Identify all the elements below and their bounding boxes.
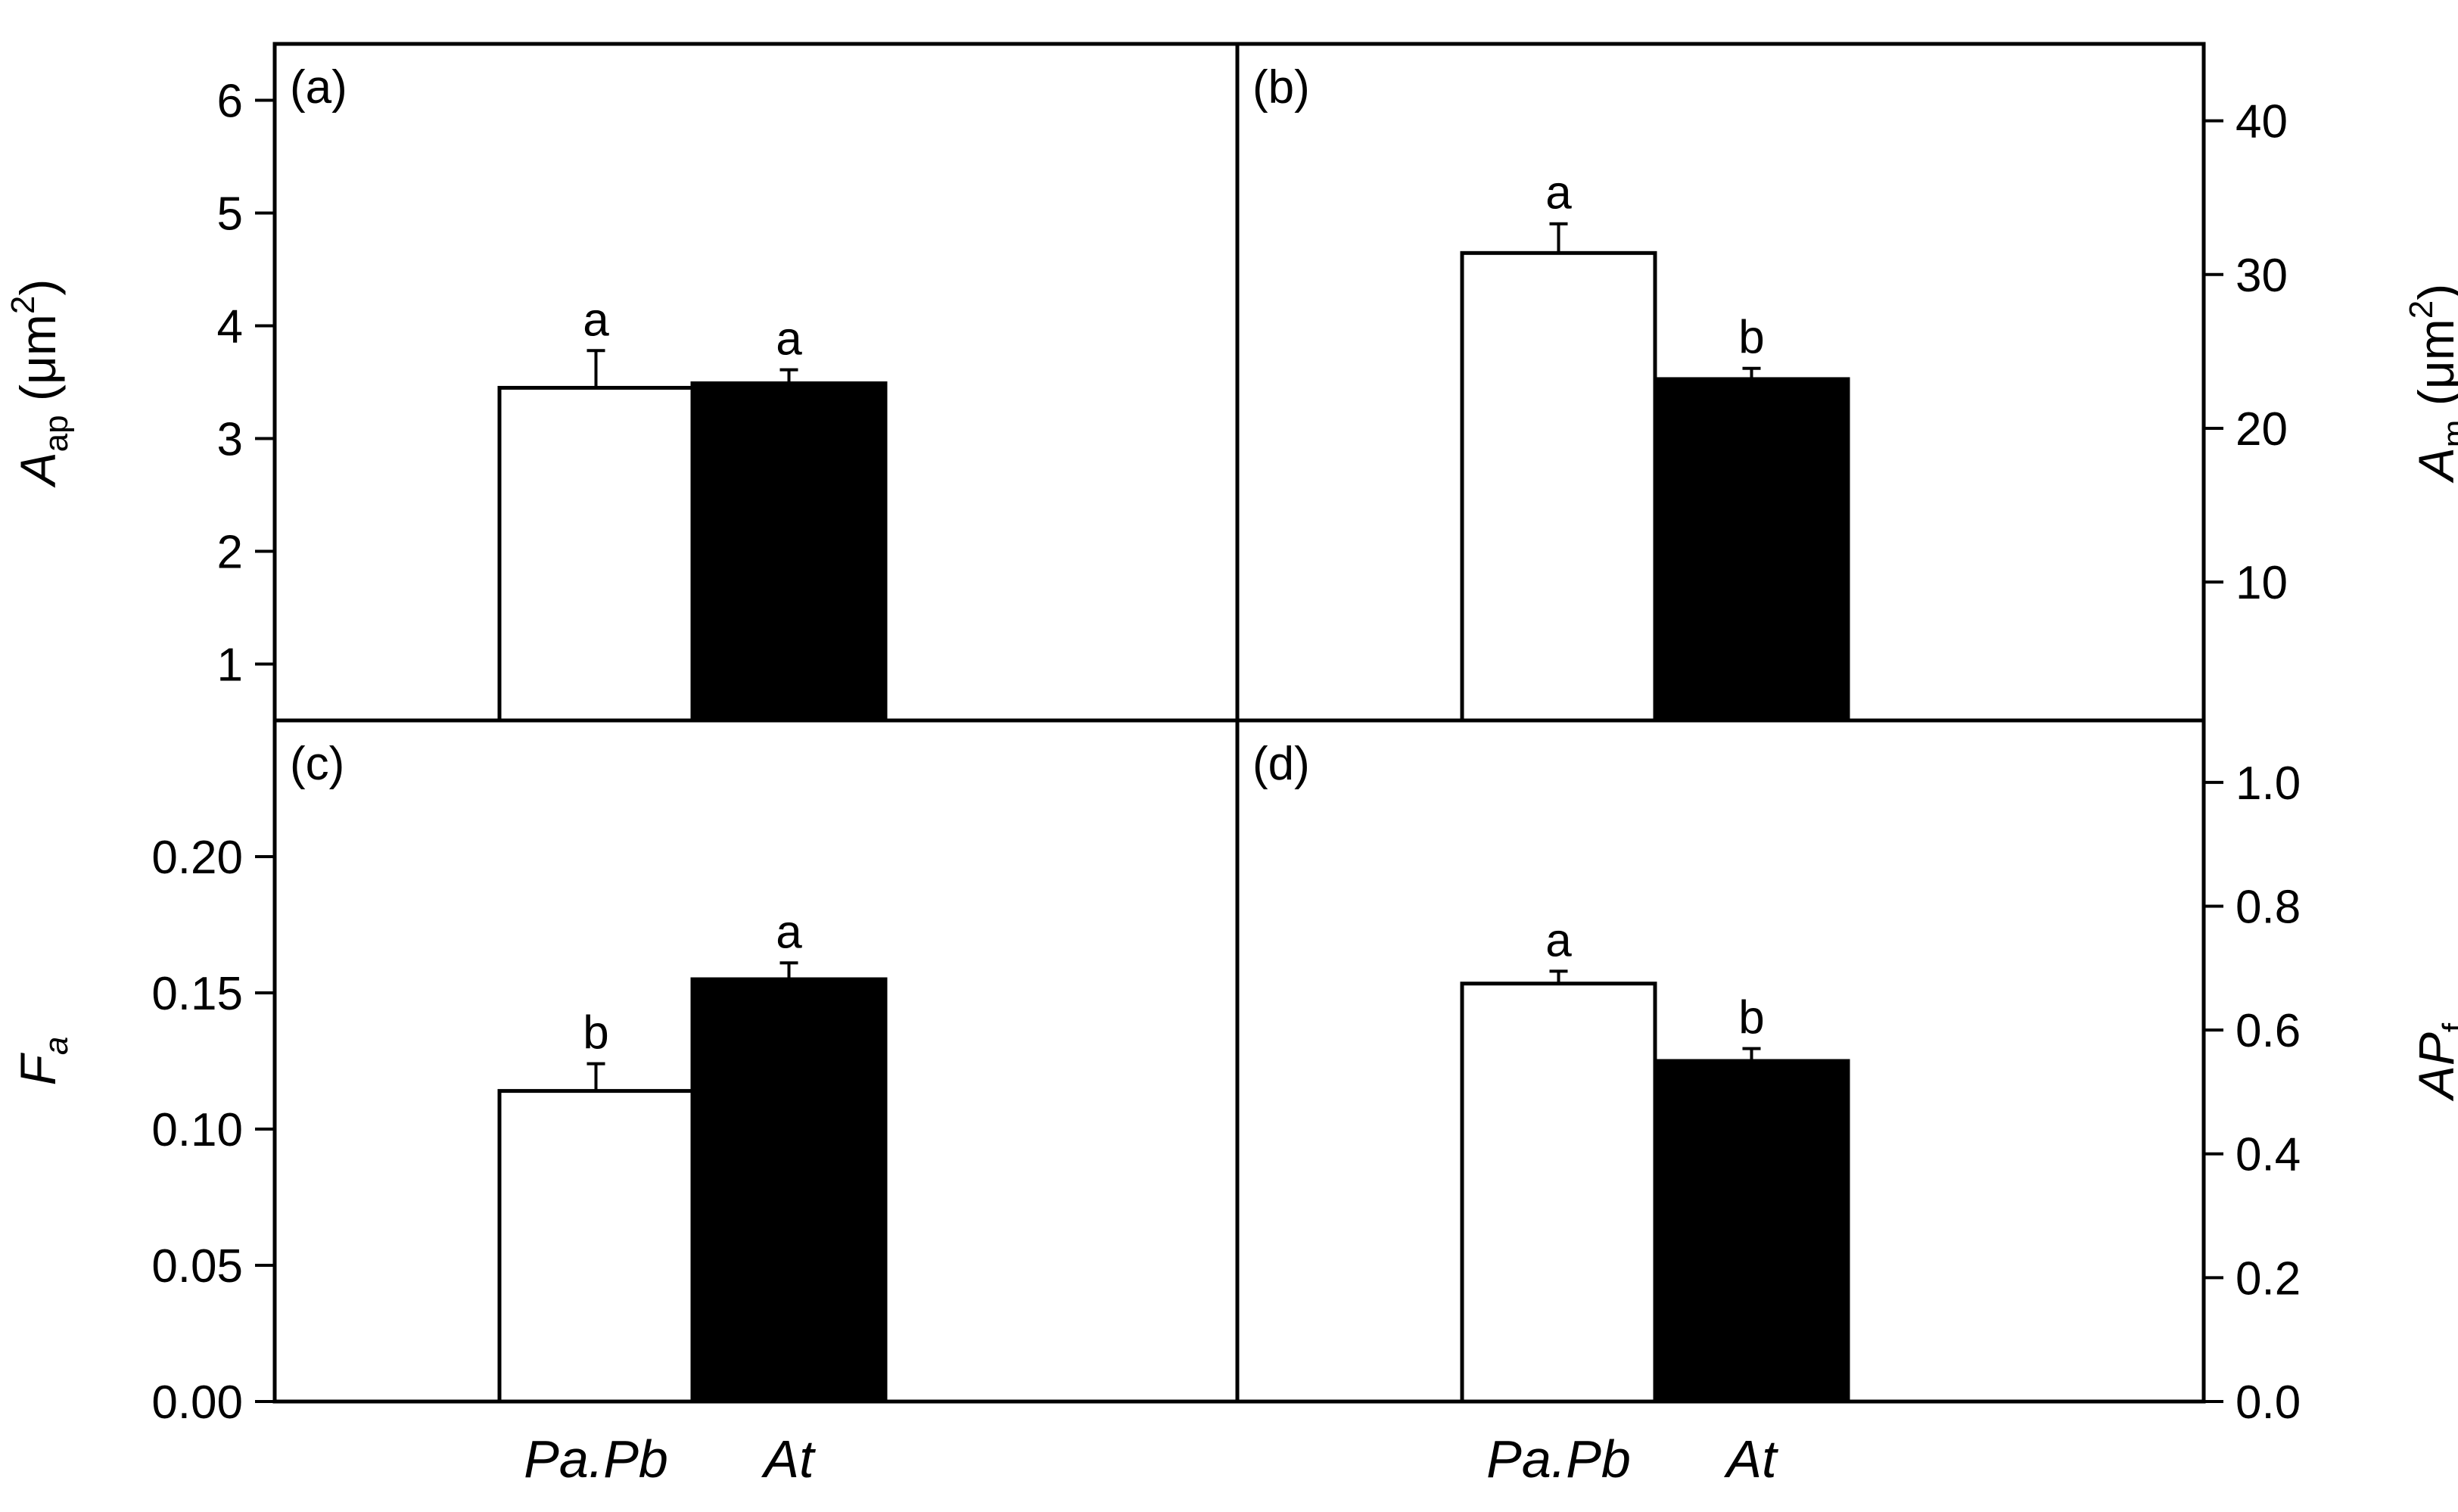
bar-a-Pa.Pb bbox=[497, 385, 695, 723]
y-tick-label-a-2: 3 bbox=[217, 414, 243, 466]
bar-d-Pa.Pb bbox=[1460, 982, 1657, 1404]
y-tick-label-b-3: 40 bbox=[2236, 96, 2288, 148]
significance-letter-a-1: a bbox=[776, 313, 802, 366]
significance-letter-d-1: b bbox=[1738, 992, 1764, 1044]
y-tick-label-a-5: 6 bbox=[217, 76, 243, 128]
y-tick-label-d-1: 0.2 bbox=[2236, 1252, 2301, 1305]
y-tick-label-a-3: 4 bbox=[217, 301, 243, 353]
x-category-label-0: Pa.Pb bbox=[524, 1430, 668, 1489]
y-tick-label-c-1: 0.05 bbox=[151, 1240, 243, 1293]
y-tick-label-b-1: 20 bbox=[2236, 403, 2288, 456]
x-category-label-2: Pa.Pb bbox=[1486, 1430, 1631, 1489]
y-tick-label-d-2: 0.4 bbox=[2236, 1129, 2301, 1181]
significance-letter-d-0: a bbox=[1545, 914, 1572, 966]
bar-c-Pa.Pb bbox=[497, 1089, 695, 1404]
chart-layer: (a) 1 2 3 4 5 6 a a Aap (μm2) (b) 10 20 30 40 a b Am (μm2… bbox=[5, 42, 2458, 1489]
bar-b-At bbox=[1653, 377, 1850, 723]
y-axis-title-d: APf bbox=[2408, 1022, 2458, 1102]
bar-a-At bbox=[690, 381, 888, 723]
y-tick-label-c-2: 0.10 bbox=[151, 1104, 243, 1156]
y-axis-title-b: Am (μm2) bbox=[2403, 284, 2458, 484]
significance-letter-c-0: b bbox=[583, 1007, 608, 1059]
y-tick-label-d-5: 1.0 bbox=[2236, 758, 2301, 810]
y-tick-label-a-0: 1 bbox=[217, 639, 243, 692]
panel-label-c: (c) bbox=[290, 738, 344, 790]
significance-letter-b-0: a bbox=[1545, 167, 1572, 219]
bar-d-At bbox=[1653, 1059, 1850, 1404]
panel-label-a: (a) bbox=[290, 61, 347, 114]
x-category-label-3: At bbox=[1723, 1430, 1778, 1489]
significance-letter-b-1: b bbox=[1738, 312, 1764, 364]
significance-letter-a-0: a bbox=[583, 294, 609, 346]
y-tick-label-c-0: 0.00 bbox=[151, 1377, 243, 1429]
y-tick-label-d-0: 0.0 bbox=[2236, 1377, 2301, 1429]
y-tick-label-d-4: 0.8 bbox=[2236, 881, 2301, 933]
y-tick-label-b-2: 30 bbox=[2236, 250, 2288, 302]
panel-label-d: (d) bbox=[1252, 738, 1310, 790]
x-category-label-1: At bbox=[761, 1430, 816, 1489]
y-tick-label-a-4: 5 bbox=[217, 188, 243, 241]
bar-b-Pa.Pb bbox=[1460, 250, 1657, 723]
bar-c-At bbox=[690, 977, 888, 1404]
y-tick-label-c-3: 0.15 bbox=[151, 968, 243, 1020]
y-tick-label-a-1: 2 bbox=[217, 527, 243, 579]
panel-label-b: (b) bbox=[1252, 61, 1310, 114]
y-tick-label-c-4: 0.20 bbox=[151, 832, 243, 884]
y-tick-label-b-0: 10 bbox=[2236, 557, 2288, 609]
y-tick-label-d-3: 0.6 bbox=[2236, 1005, 2301, 1057]
y-axis-title-a: Aap (μm2) bbox=[5, 279, 75, 489]
y-axis-title-c: Fa bbox=[10, 1037, 75, 1086]
significance-letter-c-1: a bbox=[776, 906, 802, 958]
